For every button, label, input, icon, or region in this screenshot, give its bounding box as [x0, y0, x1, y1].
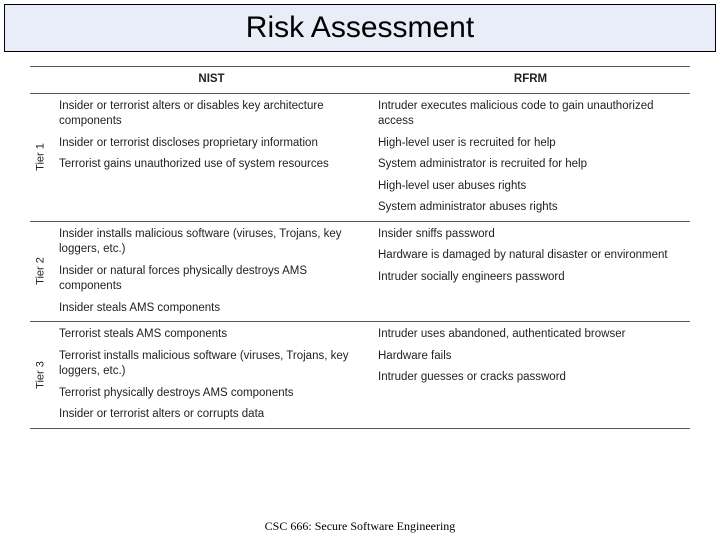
- list-item: Intruder socially engineers password: [378, 270, 683, 286]
- list-item: Intruder guesses or cracks password: [378, 370, 683, 386]
- list-item: Insider steals AMS components: [59, 301, 364, 317]
- tier-2-label: Tier 2: [34, 258, 49, 286]
- tier-row-2: Tier 2 Insider installs malicious softwa…: [30, 221, 690, 322]
- tier-label-cell-3: Tier 3: [30, 322, 52, 429]
- header-row: NIST RFRM: [30, 67, 690, 94]
- risk-table-container: NIST RFRM Tier 1 Insider or terrorist al…: [30, 66, 690, 429]
- list-item: Terrorist installs malicious software (v…: [59, 349, 364, 380]
- tier-row-3: Tier 3 Terrorist steals AMS components T…: [30, 322, 690, 429]
- tier-2-rfrm: Insider sniffs password Hardware is dama…: [371, 221, 690, 322]
- tier-3-rfrm: Intruder uses abandoned, authenticated b…: [371, 322, 690, 429]
- list-item: Hardware is damaged by natural disaster …: [378, 248, 683, 264]
- list-item: High-level user is recruited for help: [378, 136, 683, 152]
- slide-title: Risk Assessment: [4, 4, 716, 52]
- tier-1-label: Tier 1: [34, 143, 49, 171]
- list-item: Terrorist steals AMS components: [59, 327, 364, 343]
- list-item: System administrator is recruited for he…: [378, 157, 683, 173]
- list-item: Intruder uses abandoned, authenticated b…: [378, 327, 683, 343]
- tier-label-cell-2: Tier 2: [30, 221, 52, 322]
- header-rfrm: RFRM: [371, 67, 690, 94]
- list-item: Terrorist physically destroys AMS compon…: [59, 386, 364, 402]
- header-nist: NIST: [52, 67, 371, 94]
- list-item: Insider installs malicious software (vir…: [59, 227, 364, 258]
- risk-table: NIST RFRM Tier 1 Insider or terrorist al…: [30, 66, 690, 429]
- slide-footer: CSC 666: Secure Software Engineering: [0, 519, 720, 534]
- tier-3-nist: Terrorist steals AMS components Terroris…: [52, 322, 371, 429]
- header-tier-blank: [30, 67, 52, 94]
- list-item: High-level user abuses rights: [378, 179, 683, 195]
- list-item: Hardware fails: [378, 349, 683, 365]
- list-item: Terrorist gains unauthorized use of syst…: [59, 157, 364, 173]
- list-item: Insider or natural forces physically des…: [59, 264, 364, 295]
- list-item: Insider or terrorist alters or disables …: [59, 99, 364, 130]
- tier-1-rfrm: Intruder executes malicious code to gain…: [371, 93, 690, 221]
- tier-label-cell-1: Tier 1: [30, 93, 52, 221]
- tier-3-label: Tier 3: [34, 361, 49, 389]
- tier-row-1: Tier 1 Insider or terrorist alters or di…: [30, 93, 690, 221]
- list-item: Insider or terrorist alters or corrupts …: [59, 407, 364, 423]
- list-item: Insider sniffs password: [378, 227, 683, 243]
- tier-1-nist: Insider or terrorist alters or disables …: [52, 93, 371, 221]
- list-item: System administrator abuses rights: [378, 200, 683, 216]
- tier-2-nist: Insider installs malicious software (vir…: [52, 221, 371, 322]
- list-item: Insider or terrorist discloses proprieta…: [59, 136, 364, 152]
- list-item: Intruder executes malicious code to gain…: [378, 99, 683, 130]
